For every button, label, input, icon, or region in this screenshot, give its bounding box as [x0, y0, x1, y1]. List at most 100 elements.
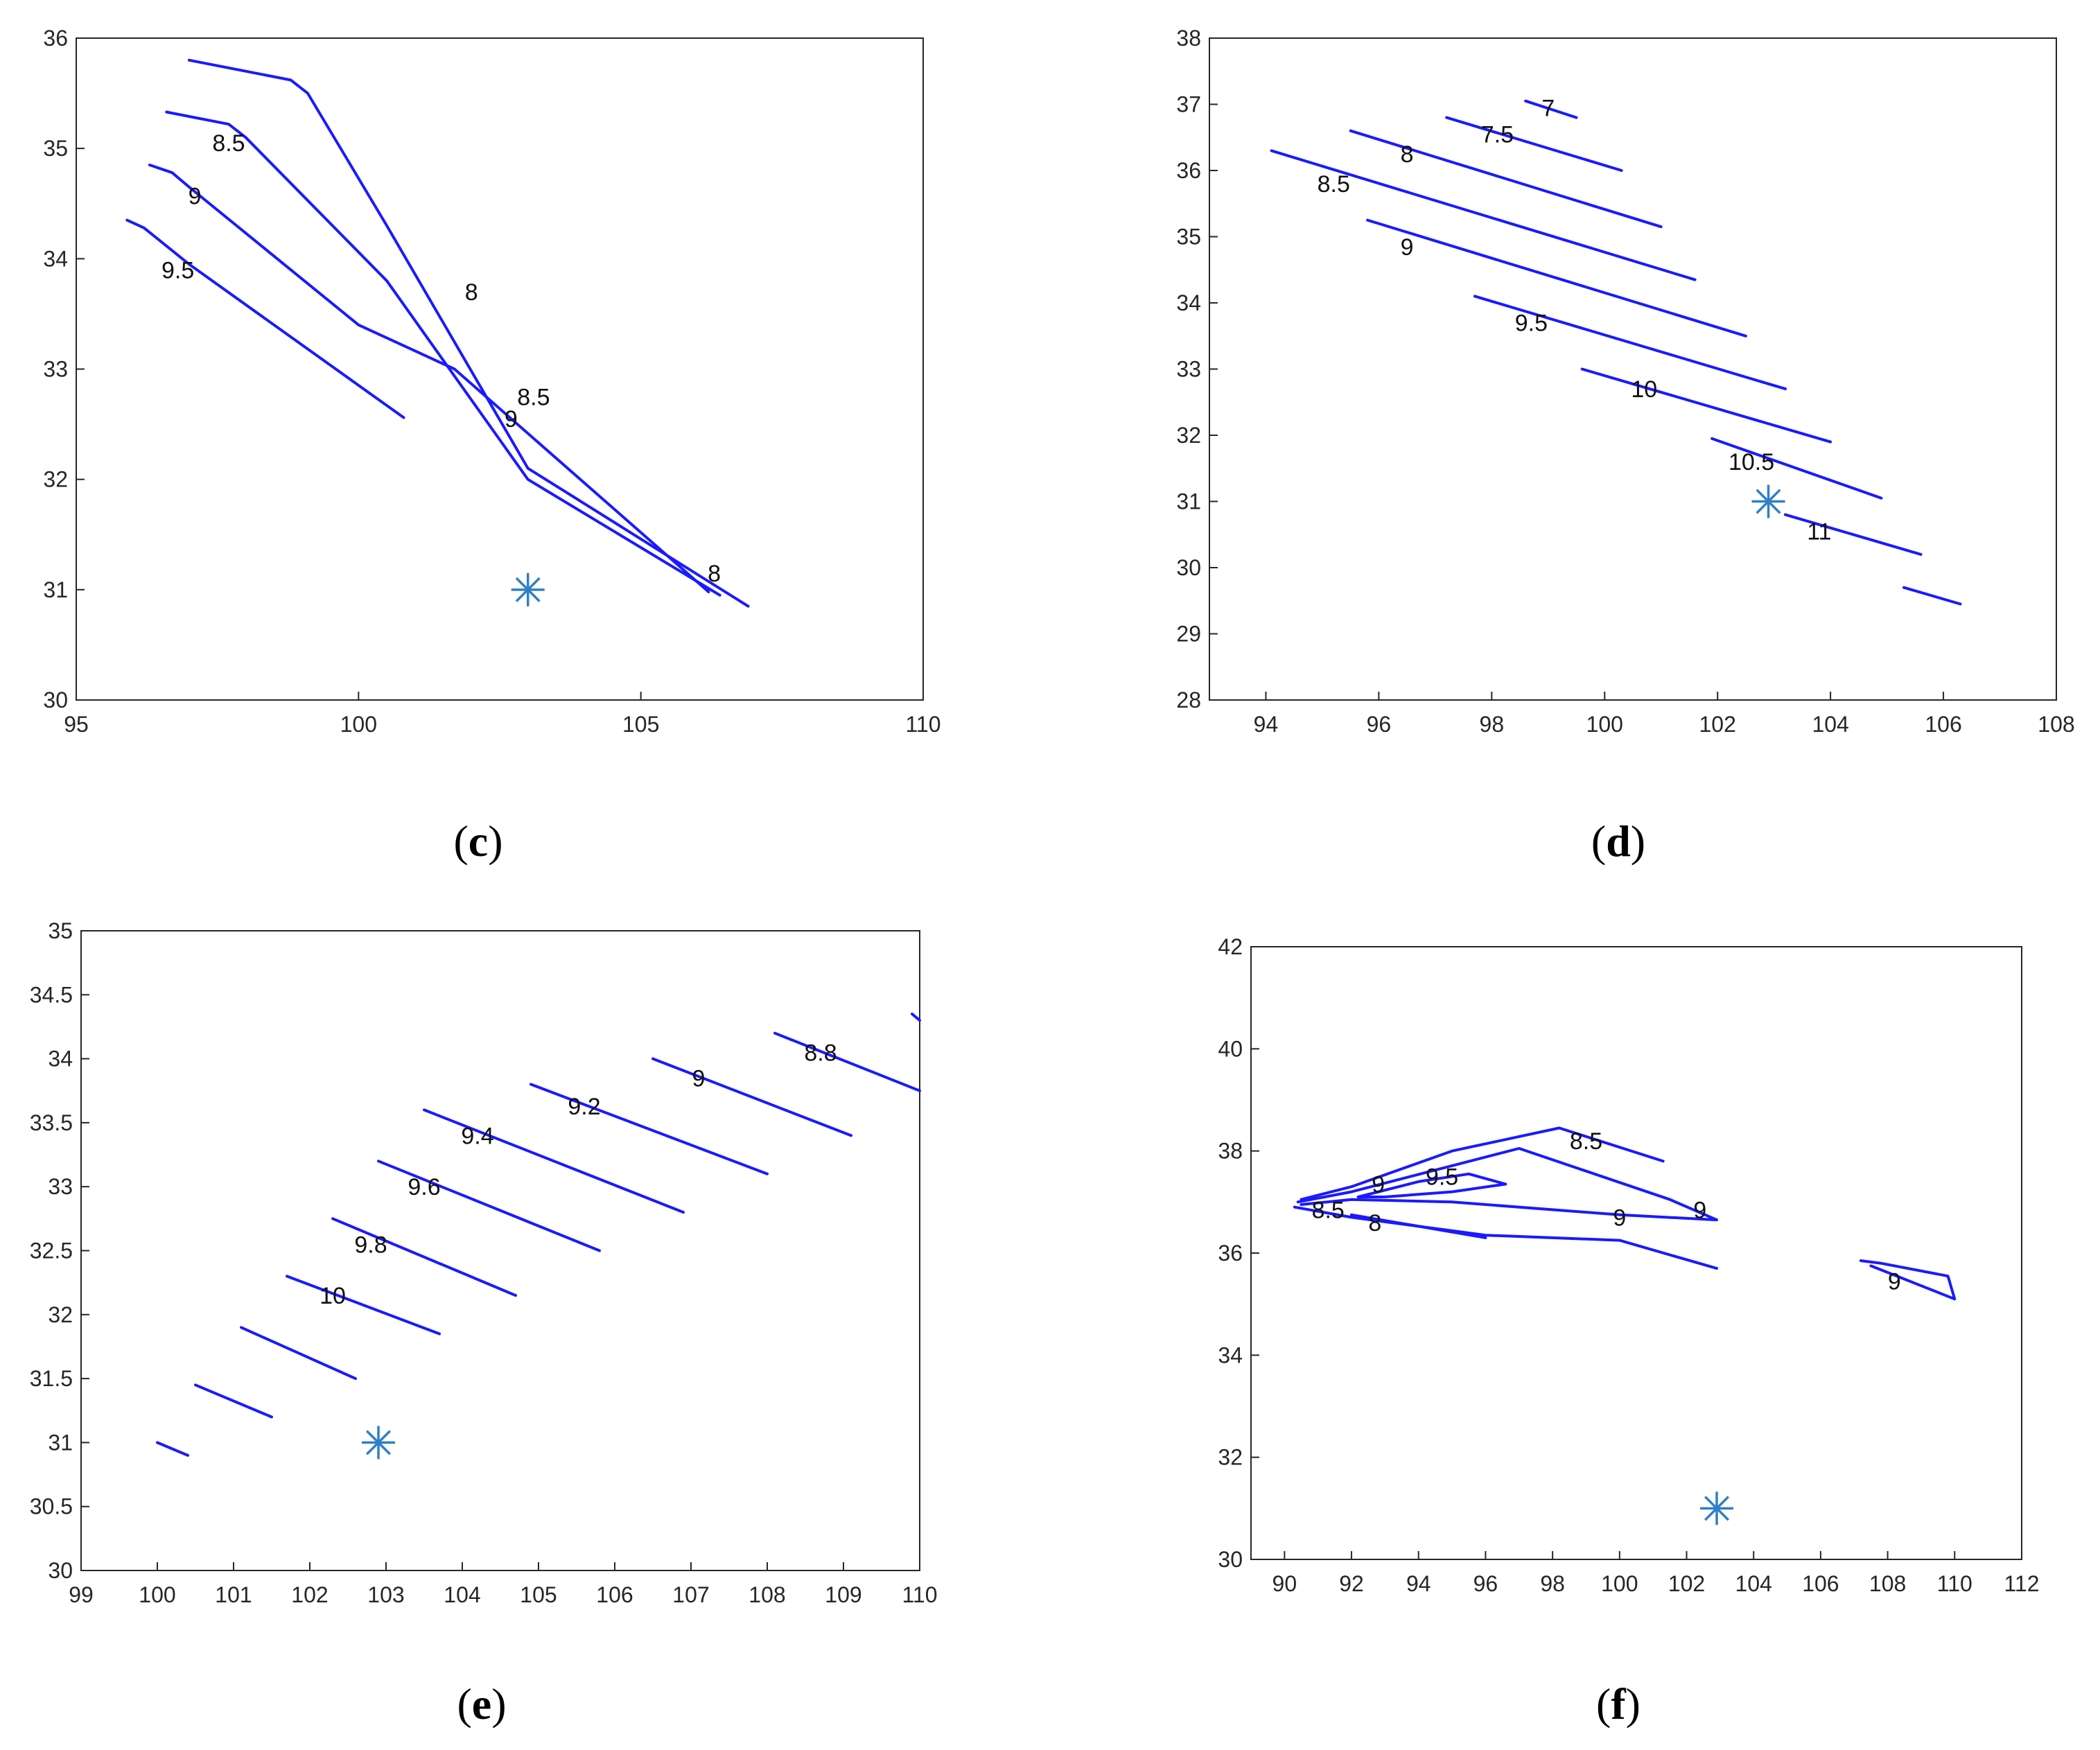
contour-label: 8.8	[804, 1040, 837, 1066]
contour-label: 9.5	[161, 257, 194, 283]
plot-area-d	[1209, 37, 2057, 701]
y-tick-label: 36	[1176, 158, 1201, 183]
y-tick-label: 31.5	[30, 1366, 73, 1391]
x-tick-label: 104	[1735, 1571, 1772, 1596]
contour-label: 11	[1807, 518, 1831, 545]
x-tick-label: 100	[139, 1582, 175, 1607]
y-tick-label: 30.5	[30, 1494, 73, 1519]
y-tick-label: 32	[1176, 423, 1201, 448]
contour-label: 8	[1368, 1210, 1381, 1236]
contour-label: 9	[692, 1065, 706, 1092]
y-tick-label: 33	[43, 357, 68, 382]
contour-line	[125, 218, 405, 419]
contour-label: 10	[320, 1283, 346, 1309]
contour-line	[1445, 116, 1623, 172]
contour-line	[1902, 586, 1962, 606]
contour-line	[1300, 1126, 1665, 1201]
contour-line	[1349, 129, 1663, 229]
contour-line	[1296, 1147, 1718, 1222]
y-tick-label: 32.5	[30, 1239, 73, 1263]
contour-line	[187, 58, 750, 608]
x-tick-label: 108	[1869, 1571, 1906, 1596]
contour-label: 9	[1401, 234, 1414, 261]
x-tick-label: 96	[1367, 712, 1392, 737]
contour-label: 9.8	[354, 1232, 387, 1258]
contour-label: 9	[189, 184, 202, 210]
x-tick-label: 100	[1586, 712, 1623, 737]
panel-label-c: (c)	[453, 816, 502, 866]
contour-line	[1293, 1205, 1718, 1270]
y-tick-label: 31	[43, 577, 68, 602]
y-tick-label: 30	[1218, 1547, 1243, 1572]
contours-f	[1293, 1126, 1957, 1301]
y-tick-label: 42	[1218, 934, 1243, 959]
contour-label: 9.5	[1426, 1164, 1458, 1191]
x-tick-label: 98	[1480, 712, 1505, 737]
contour-line	[1350, 1213, 1487, 1239]
y-tick-label: 34	[48, 1047, 73, 1071]
x-tick-label: 112	[2004, 1571, 2039, 1596]
panel-label-d: (d)	[1591, 816, 1645, 866]
marker-d	[1751, 484, 1785, 518]
contour-label: 7	[1541, 95, 1555, 121]
y-tick-label: 40	[1218, 1036, 1243, 1061]
contour-labels-e: 8.8 9 9.2 9.4 9.6 9.8 10	[320, 1040, 837, 1309]
y-tick-label: 33.5	[30, 1110, 73, 1135]
marker-stroke	[1704, 1496, 1730, 1521]
contour-label: 9	[1888, 1269, 1901, 1295]
x-tick-label: 96	[1473, 1571, 1498, 1596]
x-tick-label: 105	[622, 712, 659, 737]
x-tick-label: 109	[825, 1582, 861, 1607]
contour-line	[651, 1057, 852, 1137]
panel-f: 90 92 94 96 98 100 102 104 106 108 110 112303234363…	[1218, 934, 2039, 1729]
contour-label: 8	[465, 279, 478, 306]
plot-area-f	[1250, 946, 2022, 1560]
y-tick-label: 36	[43, 26, 68, 51]
x-tick-label: 102	[1699, 712, 1736, 737]
x-tick-label: 98	[1540, 1571, 1565, 1596]
panel-label-e: (e)	[457, 1679, 506, 1729]
y-tick-label: 32	[48, 1302, 73, 1327]
y-tick-label: 32	[43, 467, 68, 492]
contour-label: 8.5	[1570, 1128, 1602, 1155]
y-tick-label: 34	[1218, 1342, 1243, 1367]
x-tick-label: 110	[1937, 1571, 1972, 1596]
y-tick-label: 37	[1176, 92, 1201, 117]
ticks-d: 94 96 98 100 102 104 106 1082829303132333435363…	[1176, 26, 2074, 737]
contour-line	[530, 1083, 769, 1175]
y-tick-label: 35	[48, 918, 73, 943]
contour-labels-d: 7 7.5 8 8.5 9 9.5 10 10.5 11	[1318, 95, 1832, 545]
y-tick-label: 32	[1218, 1445, 1243, 1470]
x-tick-label: 102	[291, 1582, 328, 1607]
contour-line	[194, 1383, 273, 1419]
x-tick-label: 94	[1406, 1571, 1431, 1596]
plot-area-c	[76, 37, 924, 701]
y-tick-label: 31	[48, 1430, 73, 1455]
y-tick-label: 30	[43, 688, 68, 712]
x-tick-label: 100	[1601, 1571, 1638, 1596]
panel-e: 99 100 101 102 103 104 105 106 107 108 109 1103030.…	[30, 918, 938, 1729]
contour-label: 9.6	[408, 1174, 440, 1200]
contour-label: 8	[708, 561, 721, 587]
panel-label-f: (f)	[1596, 1679, 1640, 1729]
contour-label: 8.5	[517, 384, 550, 410]
marker-stroke	[1756, 489, 1781, 514]
y-tick-label: 34	[43, 246, 68, 271]
contour-line	[1859, 1259, 1957, 1301]
contour-line	[1524, 99, 1578, 119]
plot-area-e	[80, 930, 920, 1571]
contour-label: 9.5	[1515, 310, 1548, 337]
contour-line	[1784, 513, 1923, 556]
y-tick-label: 38	[1218, 1139, 1243, 1164]
x-tick-label: 102	[1668, 1571, 1705, 1596]
contour-label: 10.5	[1729, 449, 1774, 475]
contour-line	[156, 1441, 189, 1457]
contour-label: 8.5	[212, 130, 245, 157]
y-tick-label: 33	[1176, 357, 1201, 382]
contour-label: 9	[1693, 1197, 1706, 1223]
contour-label: 8	[1401, 141, 1414, 168]
contour-line	[240, 1326, 357, 1381]
contour-label: 9	[1613, 1205, 1626, 1231]
x-tick-label: 104	[1812, 712, 1848, 737]
x-tick-label: 110	[902, 1582, 937, 1607]
